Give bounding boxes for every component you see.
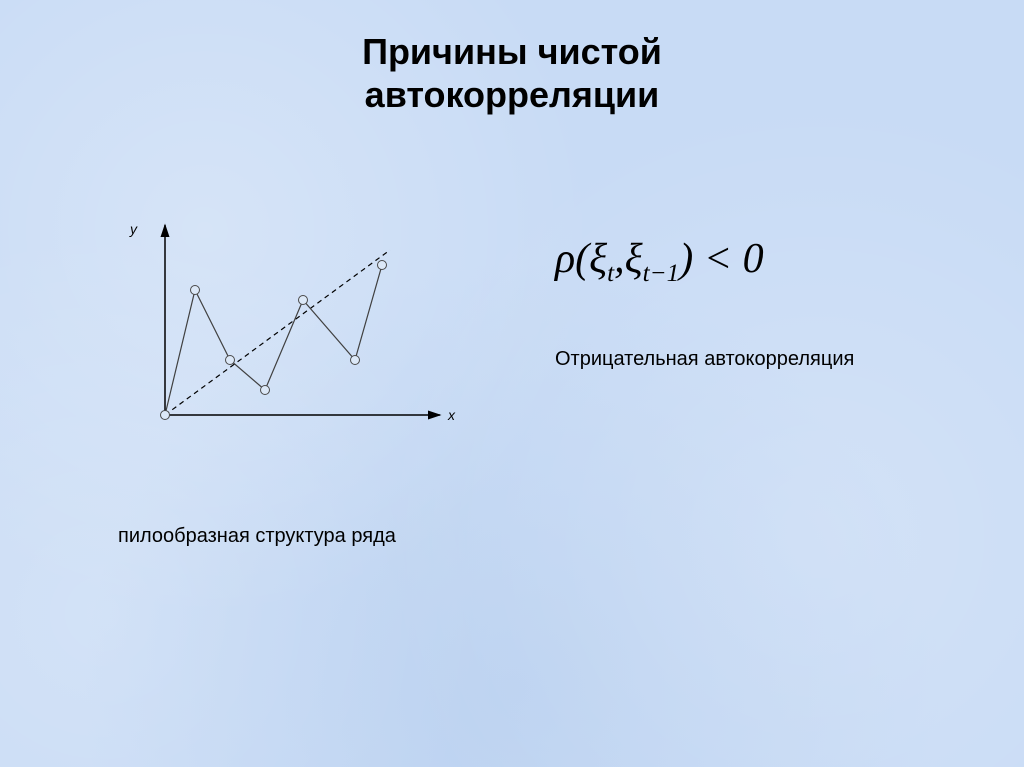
correlation-formula: ρ(ξt,ξt−1) < 0 xyxy=(555,235,764,288)
slide-title: Причины чистой автокорреляции xyxy=(0,30,1024,116)
close-paren: ) xyxy=(679,236,693,282)
x-axis-label: x xyxy=(448,407,455,423)
zero: 0 xyxy=(743,236,764,282)
chart-svg xyxy=(100,215,460,445)
sub-t-1: t−1 xyxy=(643,260,680,287)
sawtooth-chart: y x xyxy=(100,215,460,445)
title-line-2: автокорреляции xyxy=(365,74,660,115)
xi-1: ξ xyxy=(589,236,607,282)
comma: , xyxy=(614,236,625,282)
less-than: < xyxy=(693,236,742,282)
caption-negative-autocorr: Отрицательная автокорреляция xyxy=(555,348,854,371)
rho-symbol: ρ xyxy=(555,236,575,282)
caption-sawtooth: пилообразная структура ряда xyxy=(118,525,396,548)
xi-2: ξ xyxy=(625,236,643,282)
open-paren: ( xyxy=(575,236,589,282)
title-line-1: Причины чистой xyxy=(362,31,662,72)
sub-t: t xyxy=(607,260,614,287)
y-axis-label: y xyxy=(130,221,137,237)
